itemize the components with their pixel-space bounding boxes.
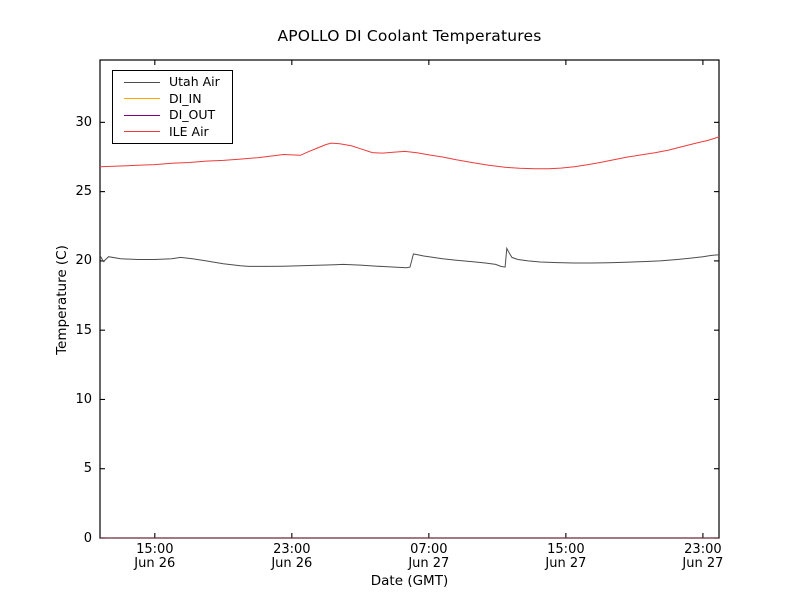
legend-label: DI_IN xyxy=(169,90,202,106)
legend-label: DI_OUT xyxy=(169,107,216,122)
legend-line-sample-utah-air xyxy=(124,81,160,83)
axes-frame xyxy=(99,59,720,539)
legend-line-sample-ile-air xyxy=(124,131,160,133)
legend-item-di-in: DI_IN xyxy=(113,91,232,108)
y-tick-label: 0 xyxy=(83,530,92,546)
y-tick-label: 25 xyxy=(75,184,92,200)
legend-label: Utah Air xyxy=(169,74,220,89)
x-tick-date: Jun 26 xyxy=(134,556,176,571)
y-tick-label: 10 xyxy=(75,391,92,407)
x-tick-time: 23:00 xyxy=(684,542,722,557)
x-tick-date: Jun 27 xyxy=(408,556,450,571)
x-tick-label: 15:00 Jun 26 xyxy=(134,543,175,571)
x-tick-date: Jun 27 xyxy=(682,556,724,571)
x-tick-label: 23:00 Jun 27 xyxy=(682,543,723,571)
legend: Utah Air DI_IN DI_OUT ILE Air xyxy=(112,70,233,144)
x-tick-time: 15:00 xyxy=(136,542,174,557)
x-tick-date: Jun 26 xyxy=(271,556,313,571)
y-tick-label: 30 xyxy=(75,114,92,130)
series-line-ile-air xyxy=(99,136,720,170)
legend-line-sample-di-in xyxy=(124,98,160,100)
x-tick-date: Jun 27 xyxy=(545,556,587,571)
y-tick-label: 15 xyxy=(75,322,92,338)
legend-item-utah-air: Utah Air xyxy=(113,74,232,91)
x-tick-time: 15:00 xyxy=(547,542,585,557)
legend-item-ile-air: ILE Air xyxy=(113,124,232,141)
x-tick-label: 07:00 Jun 27 xyxy=(408,543,449,571)
x-tick-time: 23:00 xyxy=(273,542,311,557)
x-axis-label: Date (GMT) xyxy=(370,573,449,589)
x-tick-time: 07:00 xyxy=(410,542,448,557)
legend-item-di-out: DI_OUT xyxy=(113,107,232,124)
x-tick-label: 15:00 Jun 27 xyxy=(545,543,586,571)
y-tick-label: 20 xyxy=(75,253,92,269)
legend-line-sample-di-out xyxy=(124,114,160,116)
legend-label: ILE Air xyxy=(169,123,209,139)
series-line-utah-air xyxy=(99,246,720,269)
y-tick-label: 5 xyxy=(83,461,92,477)
chart-title: APOLLO DI Coolant Temperatures xyxy=(277,27,542,45)
x-tick-label: 23:00 Jun 26 xyxy=(271,543,312,571)
